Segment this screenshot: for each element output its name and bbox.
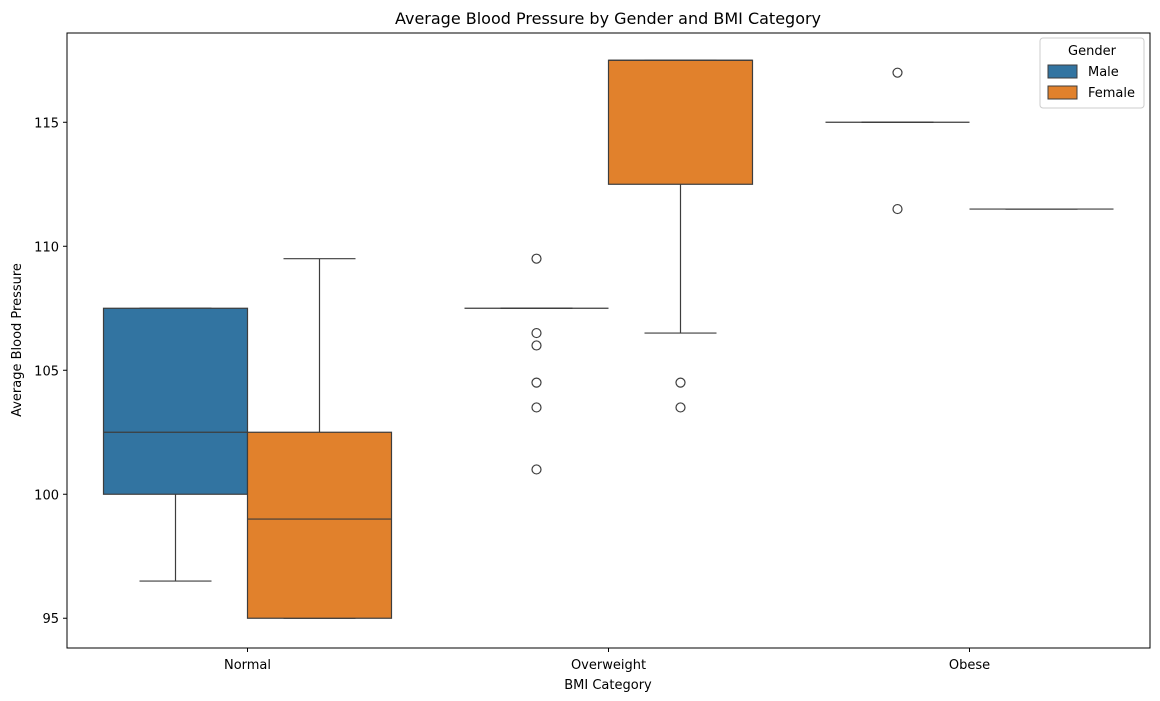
outlier-point — [675, 377, 686, 388]
legend-label-female: Female — [1088, 86, 1135, 101]
plot-area — [102, 59, 1114, 619]
x-tick-label: Normal — [224, 658, 271, 673]
box-male-normal — [102, 307, 249, 495]
outlier-point — [892, 203, 903, 215]
box-group-female-overweight — [607, 59, 754, 413]
outlier-point — [531, 464, 542, 475]
box-female-overweight — [607, 59, 754, 185]
box-female-normal — [246, 431, 393, 619]
legend-swatch-male — [1047, 64, 1078, 79]
x-tick-label: Overweight — [571, 658, 646, 673]
legend-title: Gender — [1068, 44, 1117, 59]
y-tick-label: 105 — [34, 364, 59, 379]
y-tick-label: 115 — [34, 116, 59, 131]
legend: Gender Male Female — [1039, 37, 1145, 109]
y-tick-label: 100 — [34, 488, 59, 503]
y-axis-label: Average Blood Pressure — [10, 263, 25, 417]
box-group-female-normal — [246, 258, 393, 619]
outlier-point — [531, 253, 542, 264]
outlier-point — [531, 377, 542, 388]
outlier-point — [531, 327, 542, 339]
legend-swatch-female — [1047, 85, 1078, 100]
outlier-point — [675, 402, 686, 413]
outlier-point — [892, 67, 903, 78]
outlier-point — [531, 402, 542, 413]
y-tick-label: 95 — [42, 612, 59, 627]
box-group-male-overweight — [464, 253, 609, 475]
chart-title: Average Blood Pressure by Gender and BMI… — [395, 9, 821, 28]
box-group-male-obese — [825, 67, 970, 215]
legend-label-male: Male — [1088, 65, 1119, 80]
x-axis-label: BMI Category — [564, 678, 652, 693]
y-axis: 95 100 105 110 115 — [34, 116, 67, 627]
x-tick-label: Obese — [949, 658, 990, 673]
box-group-male-normal — [102, 307, 249, 582]
outlier-point — [531, 340, 542, 351]
y-tick-label: 110 — [34, 240, 59, 255]
x-axis: Normal Overweight Obese — [224, 648, 990, 673]
